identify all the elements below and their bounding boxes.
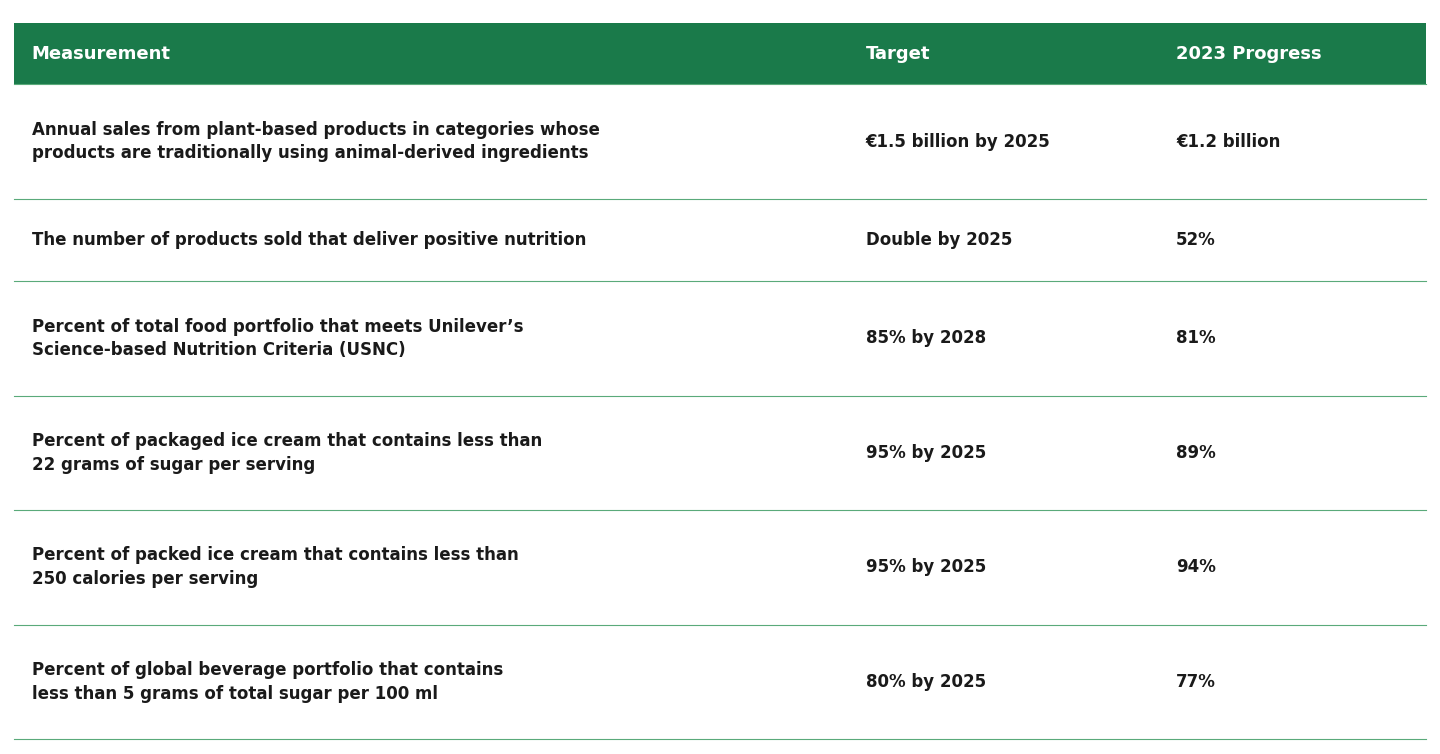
FancyBboxPatch shape bbox=[14, 396, 1426, 510]
Text: €1.2 billion: €1.2 billion bbox=[1176, 133, 1280, 151]
Text: 81%: 81% bbox=[1176, 329, 1215, 348]
Text: Percent of packed ice cream that contains less than
250 calories per serving: Percent of packed ice cream that contain… bbox=[32, 547, 518, 588]
Text: 80% by 2025: 80% by 2025 bbox=[865, 673, 986, 691]
Text: €1.5 billion by 2025: €1.5 billion by 2025 bbox=[865, 133, 1050, 151]
Text: Target: Target bbox=[865, 44, 930, 63]
FancyBboxPatch shape bbox=[14, 624, 1426, 739]
Text: Double by 2025: Double by 2025 bbox=[865, 231, 1012, 249]
Text: Measurement: Measurement bbox=[32, 44, 171, 63]
Text: 95% by 2025: 95% by 2025 bbox=[865, 558, 986, 576]
Text: 89%: 89% bbox=[1176, 444, 1215, 462]
Text: 77%: 77% bbox=[1176, 673, 1215, 691]
Text: 85% by 2028: 85% by 2028 bbox=[865, 329, 986, 348]
FancyBboxPatch shape bbox=[14, 199, 1426, 281]
FancyBboxPatch shape bbox=[14, 510, 1426, 624]
Text: 95% by 2025: 95% by 2025 bbox=[865, 444, 986, 462]
Text: The number of products sold that deliver positive nutrition: The number of products sold that deliver… bbox=[32, 231, 586, 249]
FancyBboxPatch shape bbox=[14, 84, 1426, 199]
Text: Annual sales from plant-based products in categories whose
products are traditio: Annual sales from plant-based products i… bbox=[32, 121, 599, 162]
Text: 2023 Progress: 2023 Progress bbox=[1176, 44, 1322, 63]
Text: Percent of packaged ice cream that contains less than
22 grams of sugar per serv: Percent of packaged ice cream that conta… bbox=[32, 432, 541, 474]
Text: 94%: 94% bbox=[1176, 558, 1215, 576]
Text: Percent of global beverage portfolio that contains
less than 5 grams of total su: Percent of global beverage portfolio tha… bbox=[32, 661, 503, 703]
Text: Percent of total food portfolio that meets Unilever’s
Science-based Nutrition Cr: Percent of total food portfolio that mee… bbox=[32, 317, 523, 359]
Text: 52%: 52% bbox=[1176, 231, 1215, 249]
FancyBboxPatch shape bbox=[14, 23, 1426, 84]
FancyBboxPatch shape bbox=[14, 281, 1426, 396]
